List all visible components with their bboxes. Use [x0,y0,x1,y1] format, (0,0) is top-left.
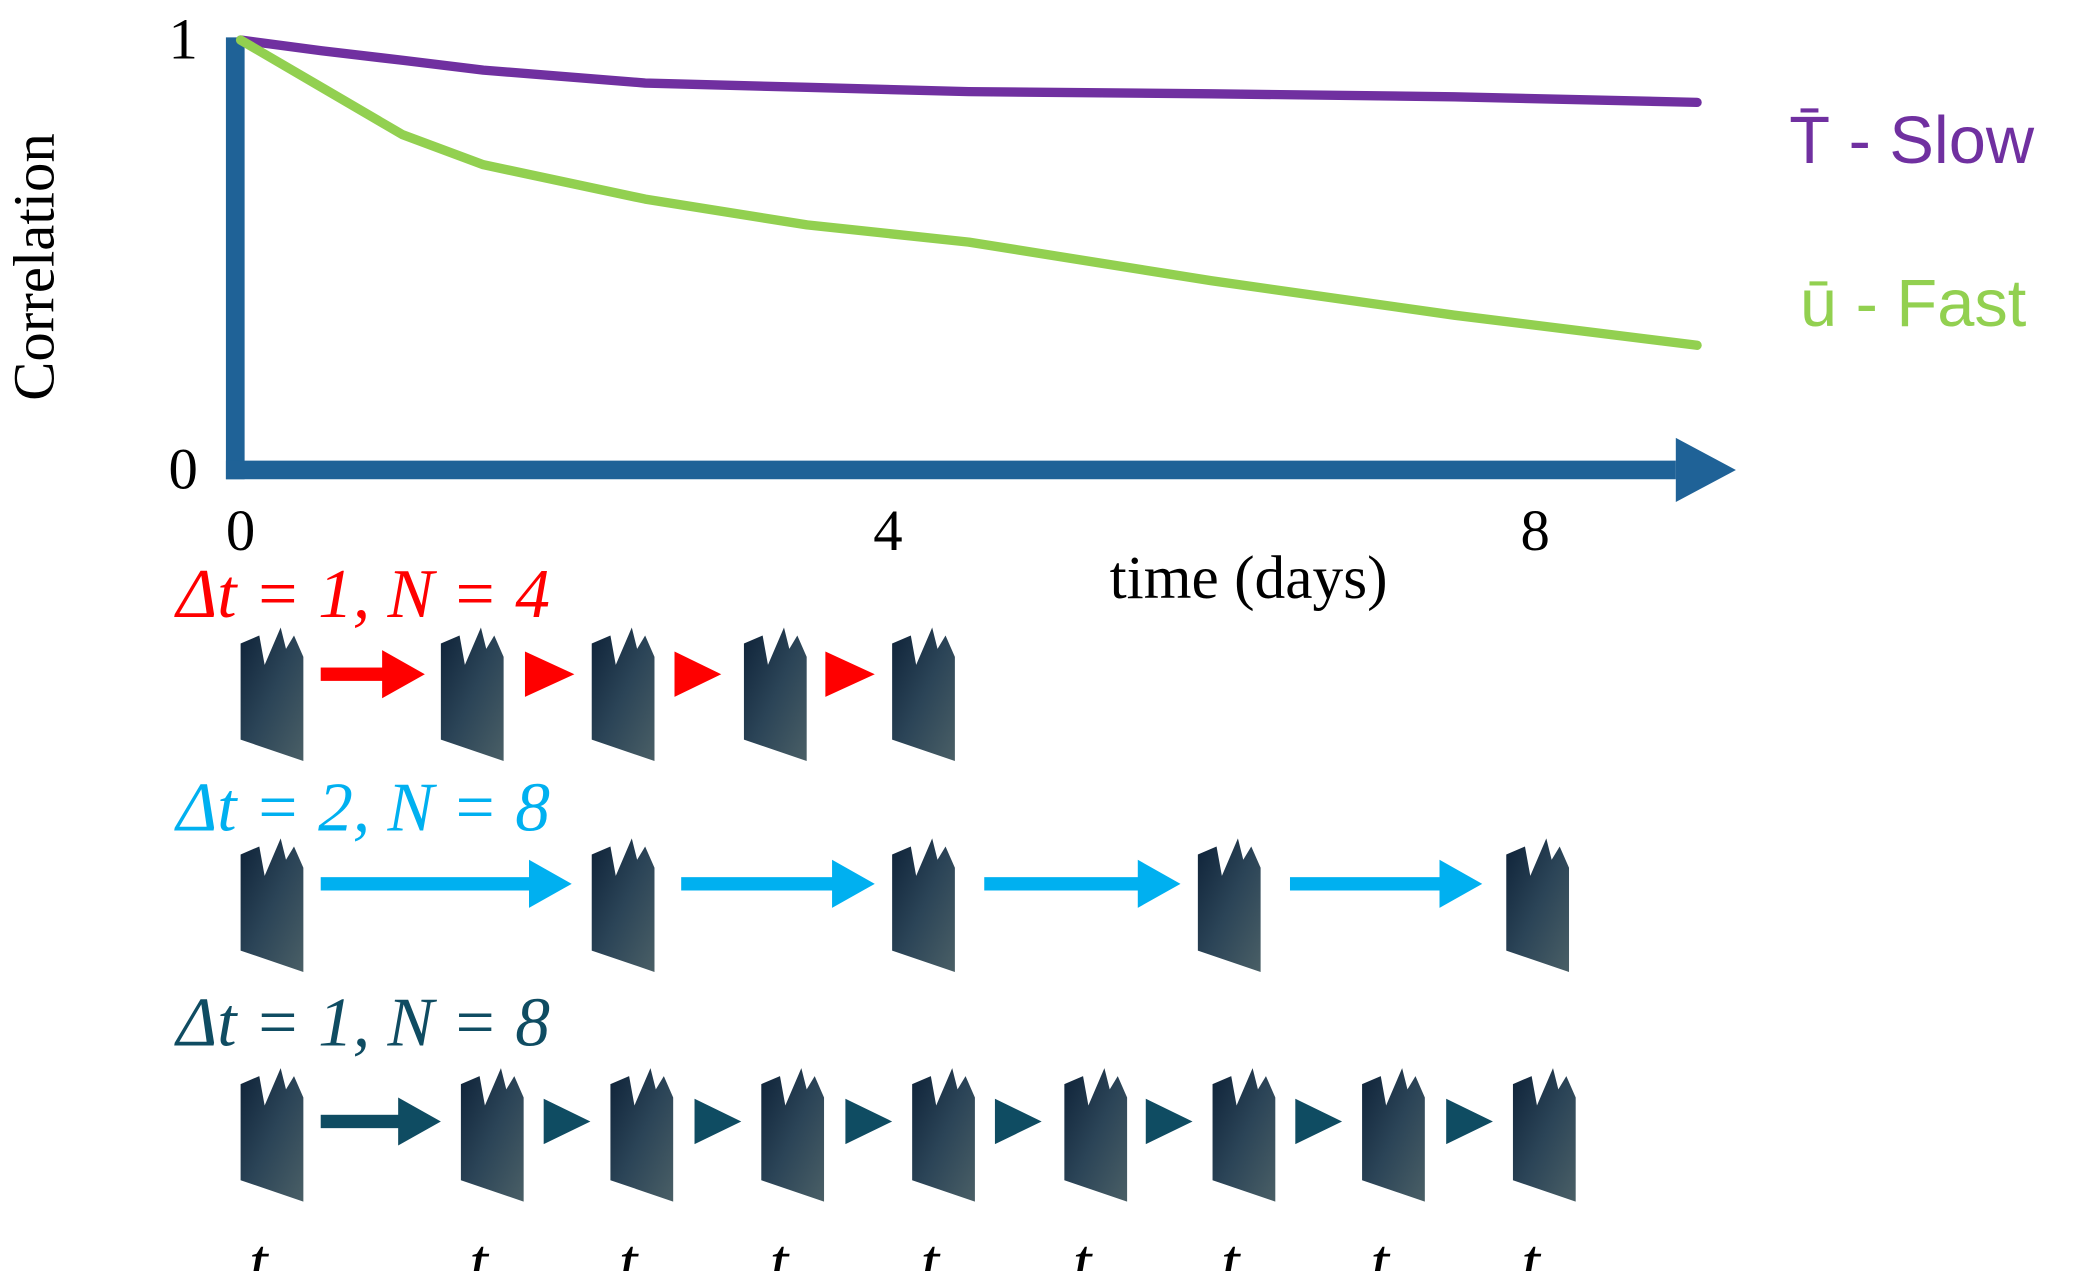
arrow-head [995,1099,1042,1144]
time-label: t₇ [1371,1226,1413,1271]
y-axis-label: Correlation [2,133,67,401]
arrow-head [1440,860,1483,908]
row-label: Δt = 2, N = 8 [174,769,551,846]
x-tick-label: 4 [873,498,902,563]
arrow-shaft [321,1115,401,1128]
satellite-thumbnail [761,1068,824,1202]
satellite-thumbnail [744,627,807,761]
arrow-head [544,1099,591,1144]
satellite-thumbnail [441,627,504,761]
x-axis-arrow [1676,438,1736,502]
page: Correlation time (days) 0 1 0 4 8 T̄ - Slow ū … [0,0,2094,1271]
arrow-head [1146,1099,1193,1144]
time-label: t₃ [770,1226,812,1271]
series-line [241,40,1697,102]
satellite-thumbnail [241,838,304,972]
time-label: t₁ [469,1226,511,1271]
arrow-head [1295,1099,1342,1144]
x-tick-label: 0 [226,498,255,563]
arrow-shaft [321,668,385,681]
time-label: t₄ [921,1226,963,1271]
satellite-thumbnail [461,1068,524,1202]
y-tick-label: 1 [169,7,198,72]
arrow-head [525,652,574,697]
arrow-shaft [681,877,835,890]
y-tick-label: 0 [169,437,198,502]
arrow-head [1138,860,1181,908]
arrow-head [825,652,874,697]
time-label: t₂ [619,1226,661,1271]
satellite-thumbnail [1513,1068,1576,1202]
satellite-thumbnail [892,838,955,972]
row-label: Δt = 1, N = 4 [174,556,551,633]
row-label: Δt = 1, N = 8 [174,984,551,1061]
time-label: t₀ [249,1226,291,1271]
satellite-thumbnail [241,627,304,761]
arrow-shaft [984,877,1140,890]
legend-label: ū - Fast [1800,267,2027,341]
arrow-head [695,1099,742,1144]
arrow-head [382,650,425,698]
arrow-head [845,1099,892,1144]
arrow-head [398,1097,441,1145]
satellite-thumbnail [892,627,955,761]
satellite-thumbnail [1506,838,1569,972]
satellite-thumbnail [592,627,655,761]
satellite-thumbnail [1362,1068,1425,1202]
time-label: t₆ [1221,1226,1263,1271]
arrow-head [675,652,722,697]
arrow-head [832,860,875,908]
satellite-thumbnail [1213,1068,1276,1202]
satellite-thumbnail [241,1068,304,1202]
time-label: t₅ [1073,1226,1115,1271]
series-line [241,40,1697,345]
satellite-thumbnail [1198,838,1261,972]
legend-label: T̄ - Slow [1789,104,2035,178]
arrow-shaft [321,877,532,890]
x-axis-label: time (days) [1110,544,1388,612]
x-tick-label: 8 [1521,498,1550,563]
satellite-thumbnail [1064,1068,1127,1202]
arrow-head [1446,1099,1493,1144]
arrow-head [529,860,572,908]
arrow-shaft [1290,877,1442,890]
satellite-thumbnail [592,838,655,972]
figure: Correlation time (days) 0 1 0 4 8 T̄ - Slow ū … [0,0,2094,1271]
time-label: t₈ [1521,1226,1563,1271]
satellite-thumbnail [912,1068,975,1202]
satellite-thumbnail [610,1068,673,1202]
